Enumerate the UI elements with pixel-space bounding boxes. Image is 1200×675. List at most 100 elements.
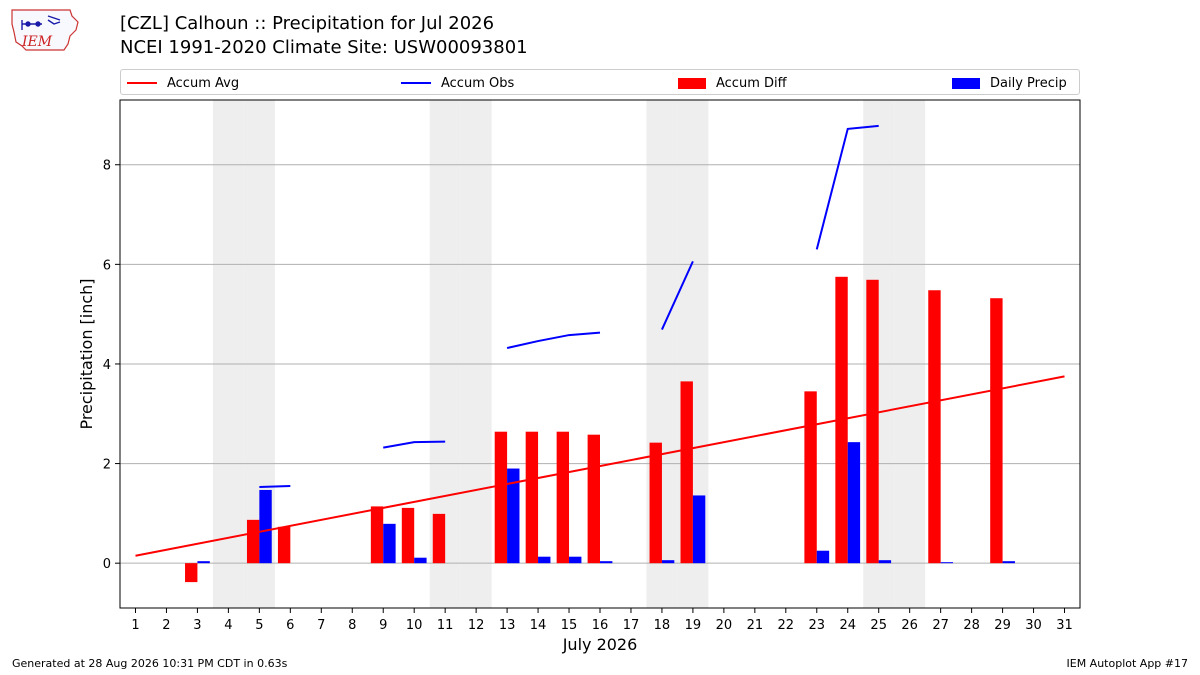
- legend-line-swatch: [401, 82, 431, 84]
- legend-item-accum-diff: Accum Diff: [678, 74, 787, 92]
- x-tick-label-9: 9: [379, 618, 387, 633]
- accum-obs-line-segment-2: [383, 440, 446, 449]
- x-tick-label-26: 26: [901, 618, 918, 633]
- x-tick-label-19: 19: [685, 618, 702, 633]
- x-tick-label-3: 3: [193, 618, 201, 633]
- daily-precip-bar-day-9: [383, 523, 396, 564]
- y-axis-label: Precipitation [inch]: [77, 278, 96, 429]
- x-tick-label-23: 23: [809, 618, 826, 633]
- accum-obs-line-segment-5: [815, 124, 879, 250]
- daily-precip-bar-day-24: [847, 442, 861, 564]
- y-tick-label-2: 2: [103, 458, 111, 473]
- accum-diff-bar-day-27: [928, 290, 941, 564]
- x-tick-label-12: 12: [468, 618, 485, 633]
- accum-diff-bar-day-3: [185, 563, 198, 583]
- iowa-state-outline-icon: [11, 9, 79, 51]
- accum-diff-bar-day-15: [556, 431, 570, 564]
- logo-text: IEM: [21, 34, 53, 50]
- chart-subtitle: NCEI 1991-2020 Climate Site: USW00093801: [120, 37, 528, 58]
- x-tick-label-16: 16: [592, 618, 609, 633]
- x-tick-label-11: 11: [437, 618, 454, 633]
- accum-diff-bar-day-18: [649, 442, 662, 564]
- accum-diff-bar-day-10: [401, 507, 415, 564]
- x-tick-label-28: 28: [963, 618, 980, 633]
- x-tick-label-27: 27: [932, 618, 949, 633]
- legend-label: Accum Avg: [167, 75, 240, 91]
- x-tick-label-1: 1: [131, 618, 139, 633]
- daily-precip-bar-day-15: [569, 556, 582, 564]
- x-tick-label-22: 22: [778, 618, 795, 633]
- y-tick-label-6: 6: [103, 258, 111, 273]
- daily-precip-bar-day-19: [692, 495, 706, 564]
- daily-precip-bar-day-29: [1002, 561, 1015, 564]
- daily-precip-bar-day-14: [538, 556, 551, 564]
- daily-precip-bar-day-3: [197, 561, 210, 564]
- weather-station-icon: [21, 15, 61, 30]
- x-tick-label-31: 31: [1056, 618, 1073, 633]
- daily-precip-bar-day-5: [259, 489, 272, 564]
- x-axis-label: July 2026: [562, 635, 638, 654]
- legend-patch-swatch: [678, 77, 706, 89]
- chart-title: [CZL] Calhoun :: Precipitation for Jul 2…: [120, 13, 495, 34]
- legend-item-accum-obs: Accum Obs: [401, 74, 514, 92]
- accum-obs-line-segment-1: [259, 484, 291, 488]
- legend-patch-swatch: [952, 77, 980, 89]
- daily-precip-bar-day-18: [661, 560, 675, 564]
- legend-line-swatch: [127, 82, 157, 84]
- x-tick-label-10: 10: [406, 618, 423, 633]
- weekend-shade-day-12: [460, 100, 492, 608]
- x-tick-label-2: 2: [162, 618, 170, 633]
- accum-diff-bar-day-14: [525, 431, 539, 564]
- x-tick-label-24: 24: [839, 618, 856, 633]
- x-tick-label-14: 14: [530, 618, 547, 633]
- x-tick-label-5: 5: [255, 618, 263, 633]
- x-tick-label-20: 20: [716, 618, 733, 633]
- x-tick-label-15: 15: [561, 618, 578, 633]
- iem-logo: IEM: [11, 9, 79, 51]
- y-tick-label-8: 8: [103, 159, 111, 174]
- accum-diff-bar-day-16: [587, 434, 600, 564]
- accum-diff-bar-day-29: [990, 298, 1003, 564]
- y-tick-label-0: 0: [103, 557, 111, 572]
- x-tick-label-30: 30: [1025, 618, 1042, 633]
- x-tick-label-17: 17: [623, 618, 640, 633]
- x-tick-label-29: 29: [994, 618, 1011, 633]
- accum-diff-bar-day-11: [432, 513, 446, 564]
- weekend-shade-day-4: [212, 100, 244, 608]
- legend-item-accum-avg: Accum Avg: [127, 74, 239, 92]
- weekend-shade-day-26: [894, 100, 926, 608]
- accum-diff-bar-day-19: [680, 381, 693, 564]
- daily-precip-bar-day-25: [878, 560, 892, 564]
- legend-label: Daily Precip: [990, 75, 1067, 91]
- accum-diff-bar-day-25: [866, 279, 879, 564]
- generated-timestamp: Generated at 28 Aug 2026 10:31 PM CDT in…: [12, 657, 288, 670]
- legend-item-daily-precip: Daily Precip: [952, 74, 1067, 92]
- chart-legend: Accum Avg Accum Obs Accum Diff Daily Pre…: [120, 69, 1080, 95]
- x-tick-label-25: 25: [870, 618, 887, 633]
- daily-precip-bar-day-13: [507, 468, 520, 564]
- accum-obs-line-segment-3: [506, 331, 601, 349]
- accum-diff-bar-day-13: [494, 431, 508, 564]
- legend-label: Accum Diff: [716, 75, 787, 91]
- x-tick-label-18: 18: [654, 618, 671, 633]
- accum-obs-line-segment-4: [661, 260, 694, 331]
- x-tick-label-21: 21: [747, 618, 764, 633]
- accum-diff-bar-day-5: [246, 519, 260, 564]
- accum-avg-line: [135, 375, 1065, 557]
- accum-diff-bar-day-6: [277, 526, 291, 564]
- x-tick-label-13: 13: [499, 618, 516, 633]
- x-tick-label-6: 6: [286, 618, 294, 633]
- x-tick-label-7: 7: [317, 618, 325, 633]
- daily-precip-bar-day-10: [414, 557, 427, 564]
- x-tick-label-4: 4: [224, 618, 232, 633]
- x-tick-label-8: 8: [348, 618, 356, 633]
- accum-diff-bar-day-23: [804, 391, 817, 564]
- daily-precip-bar-day-23: [816, 550, 830, 564]
- daily-precip-bar-day-16: [600, 561, 613, 564]
- y-tick-label-4: 4: [103, 358, 111, 373]
- legend-label: Accum Obs: [441, 75, 515, 91]
- daily-precip-bar-day-27: [940, 562, 954, 564]
- accum-diff-bar-day-9: [370, 506, 384, 564]
- app-label: IEM Autoplot App #17: [1066, 657, 1189, 670]
